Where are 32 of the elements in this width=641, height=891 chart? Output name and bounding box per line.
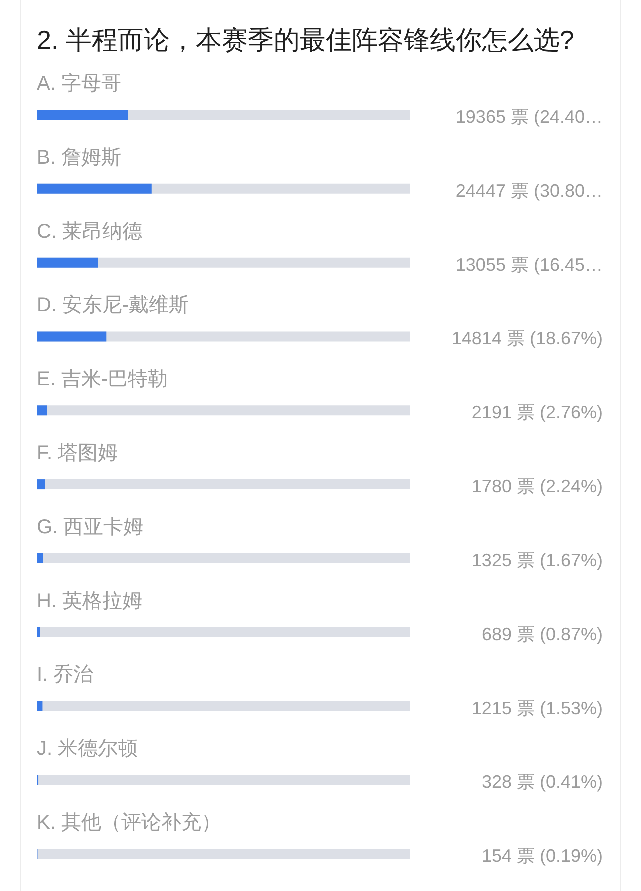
bar — [37, 553, 44, 564]
data-label: 689 票 (0.87%) — [482, 624, 603, 644]
bar — [37, 406, 48, 416]
data-label: 13055 票 (16.45… — [456, 254, 603, 275]
y-tick-label: H. 英格拉姆 — [37, 590, 143, 612]
data-label: 2191 票 (2.76%) — [472, 402, 603, 423]
y-tick-label: G. 西亚卡姆 — [37, 516, 144, 538]
bar — [37, 110, 128, 120]
data-label: 1780 票 (2.24%) — [472, 476, 603, 497]
y-tick-label: A. 字母哥 — [37, 72, 122, 95]
bar — [37, 627, 40, 638]
y-tick-label: K. 其他（评论补充） — [37, 812, 222, 834]
y-tick-label: B. 詹姆斯 — [37, 146, 122, 169]
data-label: 328 票 (0.41%) — [482, 772, 603, 792]
data-label: 24447 票 (30.80… — [456, 180, 603, 201]
y-tick-label: E. 吉米-巴特勒 — [37, 368, 168, 391]
bar — [37, 701, 43, 712]
y-tick-label: J. 米德尔顿 — [37, 738, 138, 760]
bar — [37, 480, 46, 490]
data-label: 19365 票 (24.40… — [456, 107, 603, 127]
data-label: 1325 票 (1.67%) — [472, 550, 603, 570]
bar — [37, 184, 152, 194]
data-label: 14814 票 (18.67%) — [452, 328, 603, 349]
data-label: 1215 票 (1.53%) — [472, 698, 603, 718]
data-label: 154 票 (0.19%) — [482, 846, 603, 866]
y-tick-label: F. 塔图姆 — [37, 442, 118, 464]
y-tick-label: D. 安东尼-戴维斯 — [37, 294, 190, 317]
chart-title: 2. 半程而论，本赛季的最佳阵容锋线你怎么选? — [37, 24, 574, 56]
bar — [37, 332, 107, 342]
bar — [37, 258, 98, 268]
y-tick-label: C. 莱昂纳德 — [37, 220, 143, 243]
y-tick-label: I. 乔治 — [37, 664, 94, 686]
